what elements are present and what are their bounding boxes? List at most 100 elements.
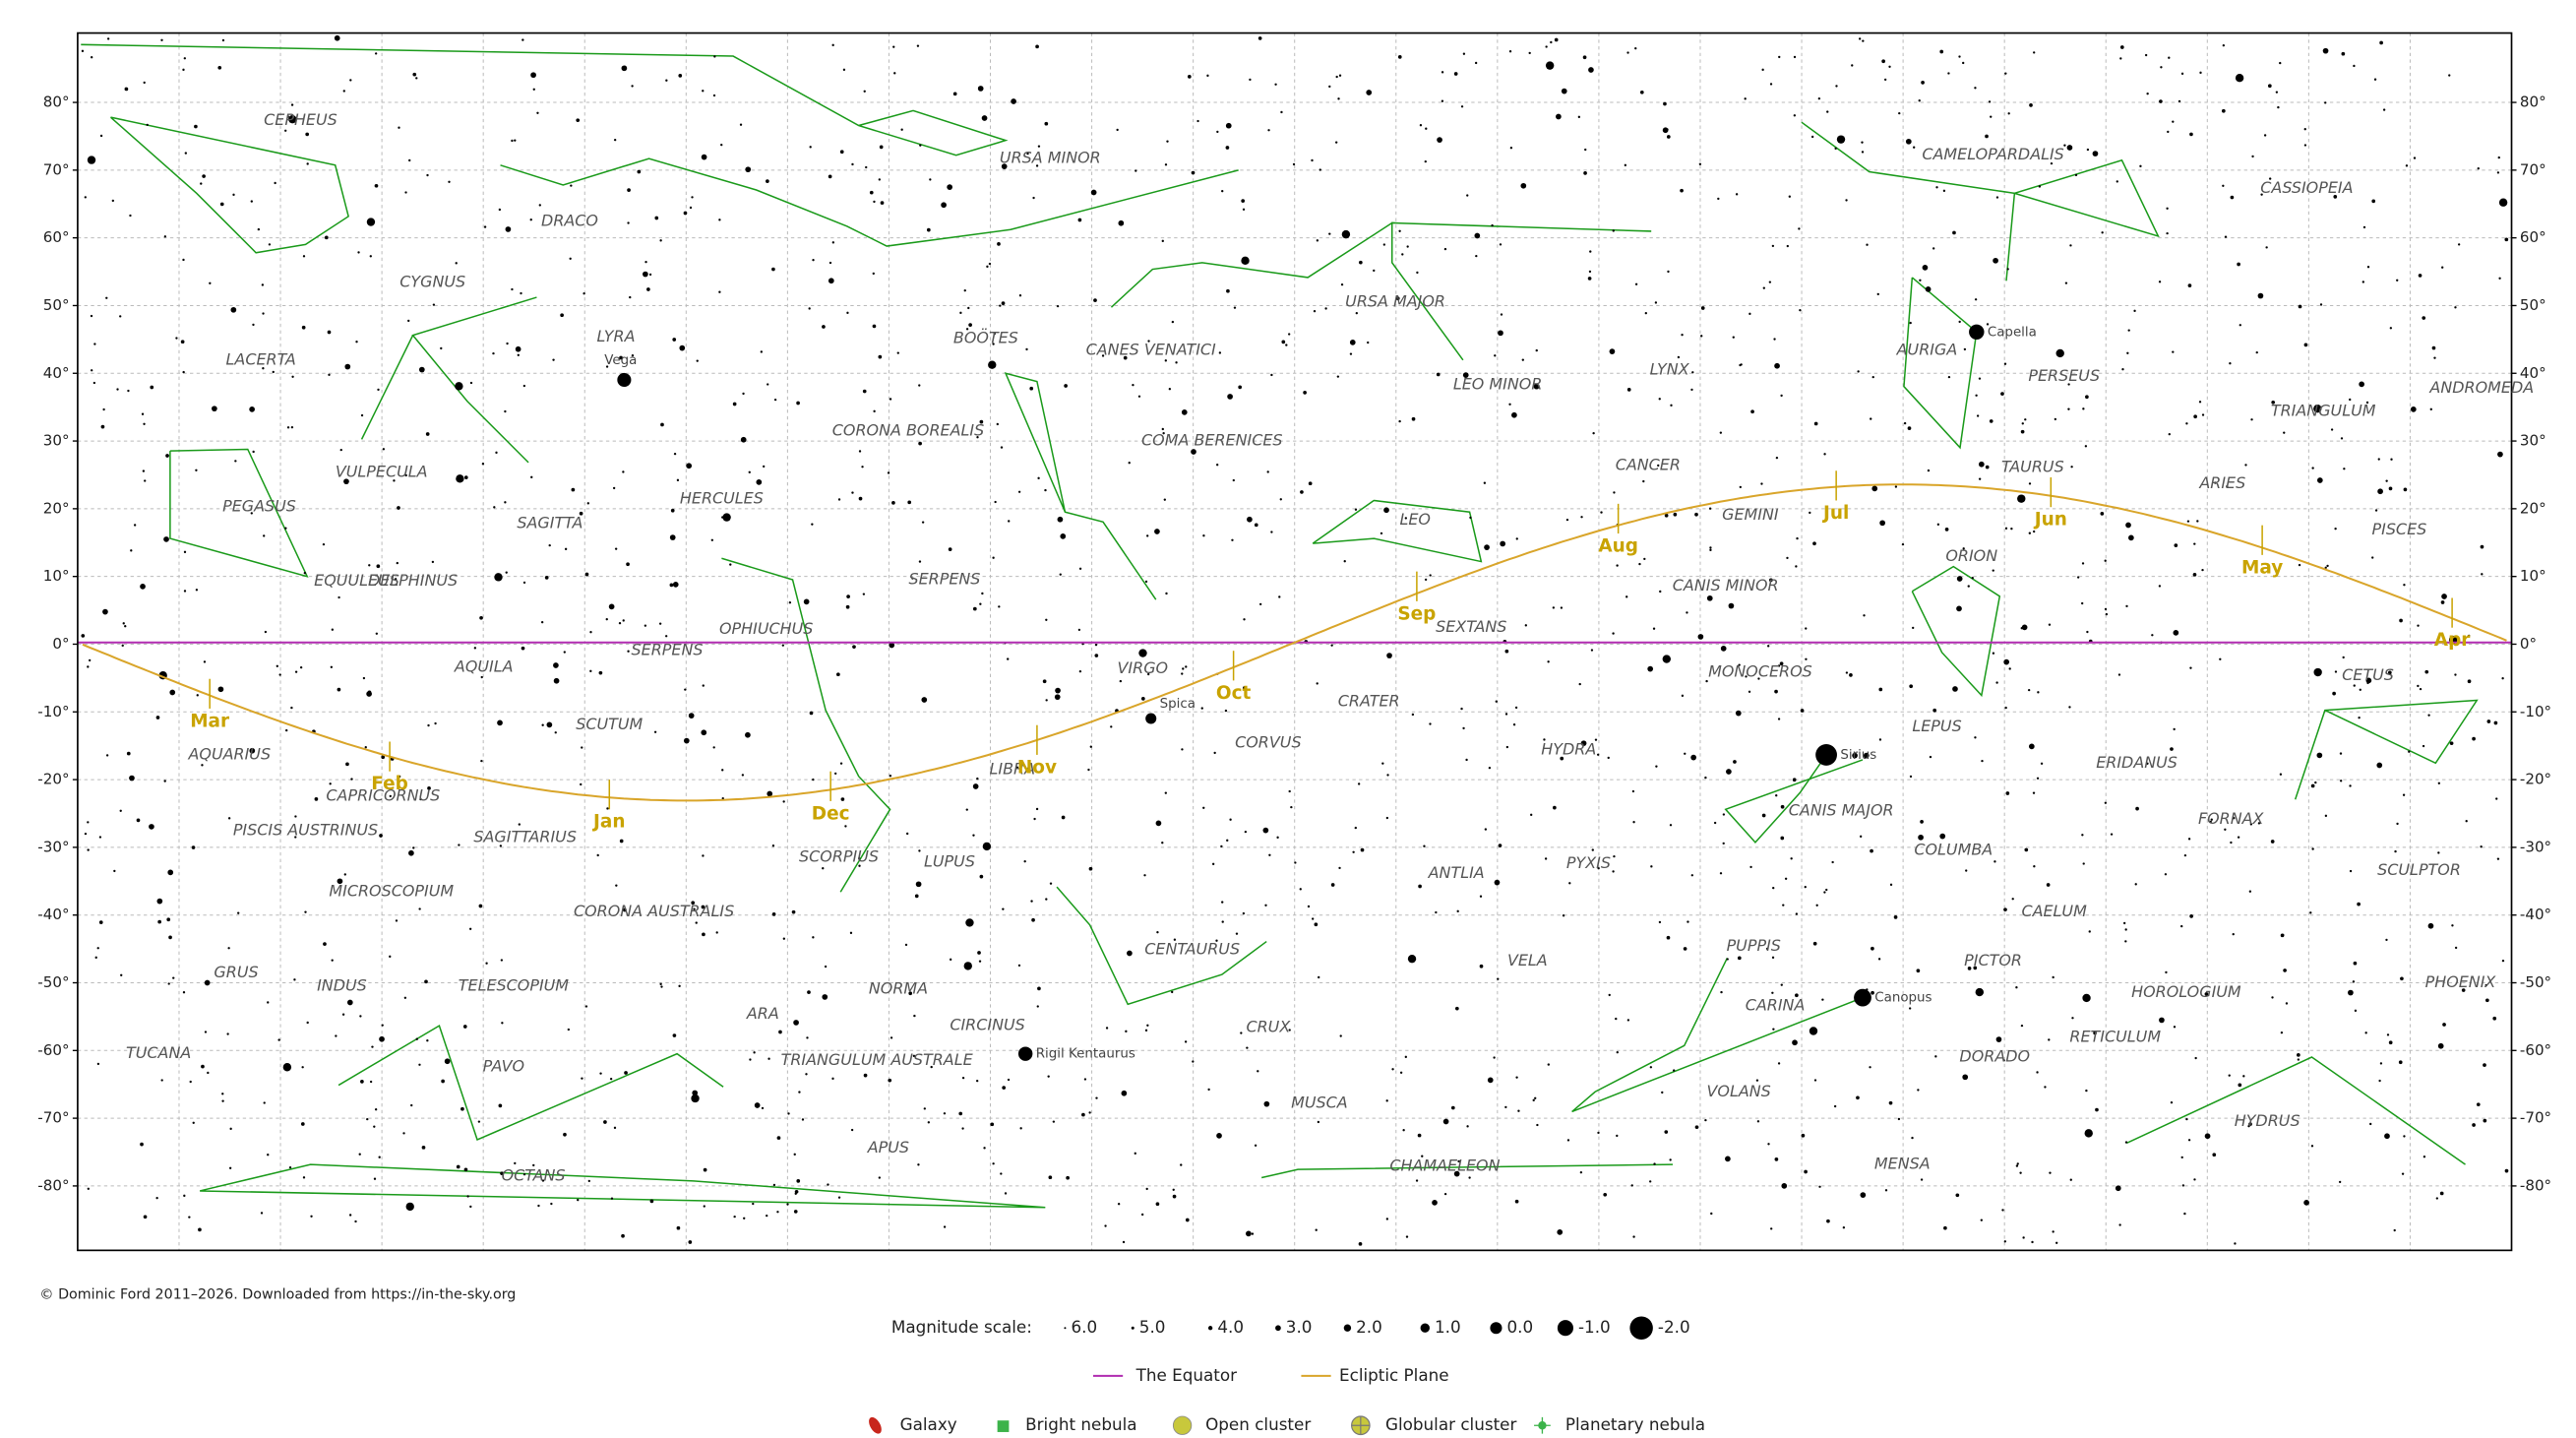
star — [782, 937, 786, 940]
star — [136, 818, 141, 823]
star — [679, 344, 686, 351]
star — [1181, 672, 1184, 675]
star — [1533, 383, 1540, 390]
star — [2033, 51, 2036, 54]
star — [1241, 256, 1250, 266]
star — [91, 369, 93, 372]
star — [861, 466, 864, 469]
star — [2071, 1017, 2074, 1020]
star — [264, 630, 268, 634]
star — [622, 470, 625, 473]
constellation-name: HYDRUS — [2235, 1111, 2300, 1130]
star — [1929, 755, 1932, 759]
star — [2224, 828, 2227, 831]
star — [105, 296, 108, 299]
star — [1172, 1194, 1177, 1199]
star — [1047, 1075, 1050, 1078]
star — [631, 353, 635, 357]
star — [1772, 887, 1775, 890]
star — [2125, 604, 2128, 608]
star — [2396, 822, 2399, 826]
star — [845, 604, 850, 609]
star — [2033, 530, 2036, 533]
constellation-name: NORMA — [869, 979, 928, 998]
star — [1263, 1100, 1270, 1107]
star — [1740, 363, 1743, 366]
star — [1220, 844, 1223, 848]
star — [2124, 1141, 2128, 1144]
star — [1625, 595, 1628, 598]
star — [1226, 288, 1230, 293]
star — [2194, 1056, 2197, 1060]
star — [2339, 752, 2343, 755]
star — [1140, 1213, 1144, 1217]
star — [1749, 865, 1752, 869]
star — [1771, 244, 1775, 248]
star — [1077, 218, 1082, 222]
star — [1288, 789, 1291, 793]
star — [579, 511, 583, 516]
star — [2417, 684, 2420, 688]
star — [1311, 917, 1315, 920]
star — [157, 919, 161, 924]
star — [1642, 479, 1645, 483]
star — [577, 1199, 580, 1202]
star — [522, 581, 526, 585]
star — [654, 216, 659, 220]
star — [1423, 844, 1426, 847]
star — [2209, 820, 2212, 824]
star — [1338, 74, 1342, 77]
star — [2110, 833, 2114, 836]
star — [1626, 51, 1629, 54]
star — [1532, 1098, 1535, 1101]
star — [2002, 1059, 2005, 1062]
constellation-name: INDUS — [317, 975, 367, 994]
star — [1416, 271, 1419, 275]
star — [2399, 618, 2403, 623]
star — [2038, 185, 2042, 188]
star — [586, 502, 589, 505]
star — [1932, 708, 1937, 713]
star — [2082, 407, 2085, 410]
star — [1659, 590, 1662, 594]
star — [1974, 736, 1977, 739]
constellation-line — [81, 43, 1009, 156]
star — [846, 311, 849, 315]
star — [1264, 904, 1267, 907]
star — [2390, 458, 2393, 461]
star — [1404, 517, 1407, 520]
constellation-line — [1312, 499, 1483, 563]
star — [1330, 644, 1333, 647]
star — [1920, 820, 1924, 824]
star — [1380, 531, 1383, 535]
star — [81, 634, 86, 638]
star — [2454, 306, 2457, 309]
star — [1280, 110, 1283, 114]
star — [1498, 330, 1503, 337]
star — [2180, 1156, 2183, 1159]
star — [1888, 1100, 1893, 1105]
star — [2237, 262, 2240, 267]
star — [1861, 151, 1865, 154]
star — [1185, 665, 1188, 668]
star — [1684, 752, 1687, 755]
star — [653, 730, 657, 733]
constellation-name: PHOENIX — [2425, 972, 2497, 991]
star — [2449, 741, 2454, 746]
star — [140, 584, 146, 590]
star — [2170, 1100, 2174, 1104]
month-label: Nov — [1017, 757, 1057, 778]
star — [301, 325, 306, 330]
star — [294, 836, 297, 839]
star — [1276, 836, 1279, 839]
star — [2015, 986, 2018, 989]
star — [1613, 491, 1616, 494]
star — [1638, 562, 1641, 566]
star — [1468, 1176, 1471, 1179]
constellation-name: ANDROMEDA — [2428, 378, 2534, 397]
star — [1700, 335, 1703, 338]
star — [425, 432, 430, 436]
star — [1385, 1218, 1389, 1220]
month-label: Feb — [371, 774, 408, 794]
star — [398, 775, 401, 779]
